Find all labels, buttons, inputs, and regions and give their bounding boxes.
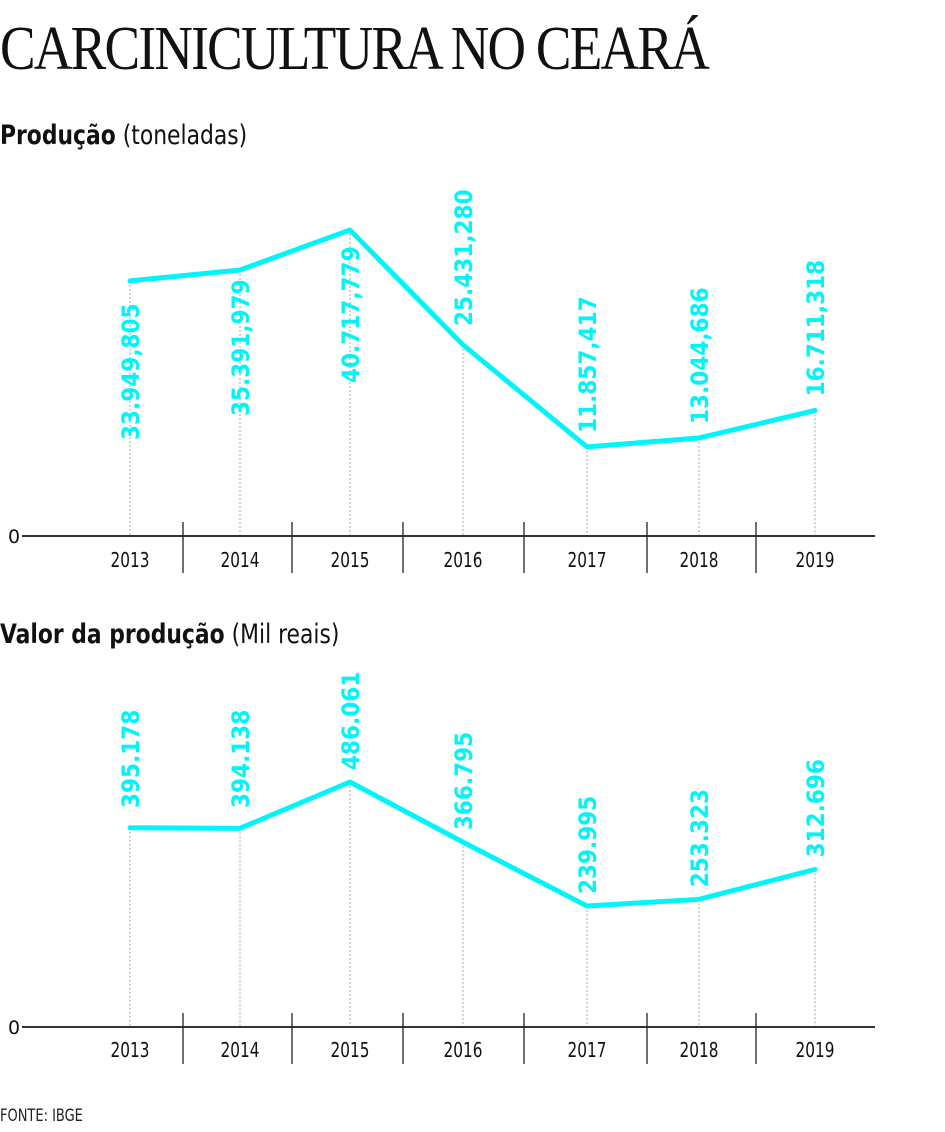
chart-2-title-bold: Valor da produção bbox=[0, 619, 225, 650]
data-label: 366.795 bbox=[450, 732, 478, 830]
data-label: 16.711,318 bbox=[802, 260, 830, 397]
data-label: 35.391,979 bbox=[227, 279, 255, 416]
x-tick-label: 2018 bbox=[680, 1040, 719, 1063]
data-label: 253.323 bbox=[686, 789, 714, 887]
data-label: 239.995 bbox=[574, 796, 602, 894]
chart-2-title: Valor da produção (Mil reais) bbox=[0, 619, 339, 650]
chart-1-title-bold: Produção bbox=[0, 120, 116, 151]
x-tick-label: 2015 bbox=[331, 550, 370, 573]
x-tick-label: 2016 bbox=[444, 1040, 483, 1063]
x-tick-label: 2018 bbox=[680, 550, 719, 573]
y-tick-label: 0 bbox=[8, 526, 20, 548]
chart-2-title-unit: (Mil reais) bbox=[231, 619, 340, 650]
x-tick-label: 2017 bbox=[568, 550, 607, 573]
x-tick-label: 2015 bbox=[331, 1040, 370, 1063]
data-label: 395.178 bbox=[117, 710, 145, 808]
data-label: 40.717,779 bbox=[337, 246, 365, 383]
data-label: 13.044,686 bbox=[686, 287, 714, 424]
x-tick-label: 2013 bbox=[111, 1040, 150, 1063]
x-tick-label: 2019 bbox=[796, 550, 835, 573]
page-title: CARCINICULTURA NO CEARÁ bbox=[0, 15, 710, 83]
data-label: 312.696 bbox=[802, 759, 830, 857]
data-label: 33.949,805 bbox=[117, 303, 145, 440]
x-tick-label: 2017 bbox=[568, 1040, 607, 1063]
data-label: 25.431,280 bbox=[450, 189, 478, 326]
source-note: FONTE: IBGE bbox=[0, 1106, 83, 1126]
data-label: 11.857,417 bbox=[574, 296, 602, 433]
chart-1-title-unit: (toneladas) bbox=[122, 120, 248, 151]
x-tick-label: 2014 bbox=[221, 550, 260, 573]
data-label: 394.138 bbox=[227, 710, 255, 808]
y-tick-label: 0 bbox=[8, 1017, 20, 1039]
data-label: 486.061 bbox=[337, 672, 365, 770]
x-tick-label: 2019 bbox=[796, 1040, 835, 1063]
x-tick-label: 2014 bbox=[221, 1040, 260, 1063]
x-tick-label: 2013 bbox=[111, 550, 150, 573]
chart-1-title: Produção (toneladas) bbox=[0, 120, 247, 151]
x-tick-label: 2016 bbox=[444, 550, 483, 573]
